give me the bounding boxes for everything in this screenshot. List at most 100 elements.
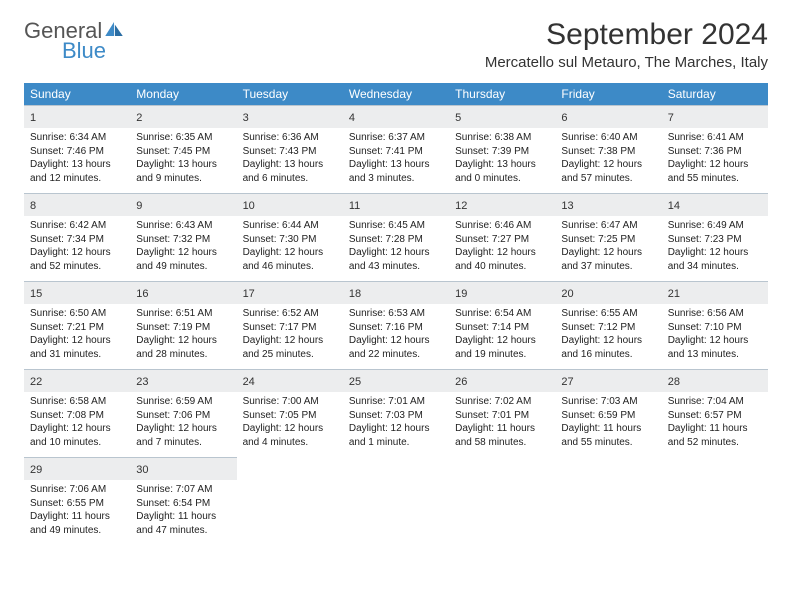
sunrise-line: Sunrise: 6:58 AM [30,395,124,409]
daylight-line: Daylight: 12 hours and 25 minutes. [243,334,337,361]
daylight-line: Daylight: 11 hours and 58 minutes. [455,422,549,449]
sunset-line: Sunset: 7:12 PM [561,321,655,335]
day-cell: 30Sunrise: 7:07 AMSunset: 6:54 PMDayligh… [130,457,236,545]
day-cell: 27Sunrise: 7:03 AMSunset: 6:59 PMDayligh… [555,369,661,457]
day-cell [662,457,768,545]
day-number-bar: 30 [130,457,236,480]
daylight-line: Daylight: 13 hours and 0 minutes. [455,158,549,185]
day-number-bar: 23 [130,369,236,392]
daylight-line: Daylight: 12 hours and 7 minutes. [136,422,230,449]
day-number-bar: 27 [555,369,661,392]
sunrise-line: Sunrise: 6:53 AM [349,307,443,321]
weekday-header: Tuesday [237,83,343,105]
weekday-header: Wednesday [343,83,449,105]
day-number: 29 [30,464,42,476]
sunrise-line: Sunrise: 6:56 AM [668,307,762,321]
day-number: 13 [561,200,573,212]
sunset-line: Sunset: 7:19 PM [136,321,230,335]
daylight-line: Daylight: 12 hours and 22 minutes. [349,334,443,361]
sunrise-line: Sunrise: 7:04 AM [668,395,762,409]
day-number: 12 [455,200,467,212]
sunset-line: Sunset: 7:23 PM [668,233,762,247]
day-number-bar: 2 [130,105,236,128]
sunrise-line: Sunrise: 7:06 AM [30,483,124,497]
day-number-bar: 16 [130,281,236,304]
week-row: 22Sunrise: 6:58 AMSunset: 7:08 PMDayligh… [24,369,768,457]
sunrise-line: Sunrise: 6:50 AM [30,307,124,321]
daylight-line: Daylight: 13 hours and 3 minutes. [349,158,443,185]
day-cell: 18Sunrise: 6:53 AMSunset: 7:16 PMDayligh… [343,281,449,369]
sunrise-line: Sunrise: 6:42 AM [30,219,124,233]
day-number-bar: 5 [449,105,555,128]
day-number: 9 [136,200,142,212]
sunset-line: Sunset: 7:36 PM [668,145,762,159]
day-cell: 13Sunrise: 6:47 AMSunset: 7:25 PMDayligh… [555,193,661,281]
day-cell: 4Sunrise: 6:37 AMSunset: 7:41 PMDaylight… [343,105,449,193]
day-cell: 25Sunrise: 7:01 AMSunset: 7:03 PMDayligh… [343,369,449,457]
day-cell: 26Sunrise: 7:02 AMSunset: 7:01 PMDayligh… [449,369,555,457]
sunset-line: Sunset: 7:38 PM [561,145,655,159]
sunset-line: Sunset: 7:16 PM [349,321,443,335]
weeks-container: 1Sunrise: 6:34 AMSunset: 7:46 PMDaylight… [24,105,768,545]
day-cell: 5Sunrise: 6:38 AMSunset: 7:39 PMDaylight… [449,105,555,193]
weekday-header: Monday [130,83,236,105]
sunrise-line: Sunrise: 6:34 AM [30,131,124,145]
daylight-line: Daylight: 12 hours and 19 minutes. [455,334,549,361]
sunset-line: Sunset: 7:14 PM [455,321,549,335]
day-cell: 15Sunrise: 6:50 AMSunset: 7:21 PMDayligh… [24,281,130,369]
sunrise-line: Sunrise: 7:07 AM [136,483,230,497]
day-number: 23 [136,376,148,388]
logo: General Blue [24,18,123,70]
day-cell [237,457,343,545]
day-number: 19 [455,288,467,300]
weekday-header: Saturday [662,83,768,105]
daylight-line: Daylight: 12 hours and 57 minutes. [561,158,655,185]
daylight-line: Daylight: 13 hours and 12 minutes. [30,158,124,185]
day-cell: 10Sunrise: 6:44 AMSunset: 7:30 PMDayligh… [237,193,343,281]
sunset-line: Sunset: 7:01 PM [455,409,549,423]
day-number-bar: 11 [343,193,449,216]
title-block: September 2024 Mercatello sul Metauro, T… [485,18,768,71]
daylight-line: Daylight: 13 hours and 6 minutes. [243,158,337,185]
daylight-line: Daylight: 12 hours and 16 minutes. [561,334,655,361]
day-number-bar: 19 [449,281,555,304]
day-cell: 7Sunrise: 6:41 AMSunset: 7:36 PMDaylight… [662,105,768,193]
daylight-line: Daylight: 12 hours and 43 minutes. [349,246,443,273]
day-cell [343,457,449,545]
day-cell: 17Sunrise: 6:52 AMSunset: 7:17 PMDayligh… [237,281,343,369]
sunrise-line: Sunrise: 6:40 AM [561,131,655,145]
sunset-line: Sunset: 7:39 PM [455,145,549,159]
sunrise-line: Sunrise: 6:49 AM [668,219,762,233]
sunset-line: Sunset: 7:28 PM [349,233,443,247]
sunrise-line: Sunrise: 6:51 AM [136,307,230,321]
daylight-line: Daylight: 11 hours and 52 minutes. [668,422,762,449]
day-number-bar: 12 [449,193,555,216]
day-number: 21 [668,288,680,300]
sunrise-line: Sunrise: 6:54 AM [455,307,549,321]
sunrise-line: Sunrise: 6:44 AM [243,219,337,233]
day-cell: 23Sunrise: 6:59 AMSunset: 7:06 PMDayligh… [130,369,236,457]
day-number-bar: 6 [555,105,661,128]
sunrise-line: Sunrise: 6:35 AM [136,131,230,145]
day-number: 11 [349,200,360,212]
sunset-line: Sunset: 6:55 PM [30,497,124,511]
daylight-line: Daylight: 12 hours and 31 minutes. [30,334,124,361]
sunset-line: Sunset: 7:30 PM [243,233,337,247]
day-number: 1 [30,112,36,124]
sunset-line: Sunset: 7:21 PM [30,321,124,335]
calendar: SundayMondayTuesdayWednesdayThursdayFrid… [24,83,768,545]
sunset-line: Sunset: 7:05 PM [243,409,337,423]
sunrise-line: Sunrise: 6:52 AM [243,307,337,321]
day-number: 4 [349,112,355,124]
daylight-line: Daylight: 12 hours and 52 minutes. [30,246,124,273]
sunset-line: Sunset: 7:25 PM [561,233,655,247]
sunrise-line: Sunrise: 6:47 AM [561,219,655,233]
sunset-line: Sunset: 7:43 PM [243,145,337,159]
day-number-bar: 1 [24,105,130,128]
day-number-bar: 17 [237,281,343,304]
weekday-header: Thursday [449,83,555,105]
day-number-bar: 10 [237,193,343,216]
daylight-line: Daylight: 12 hours and 34 minutes. [668,246,762,273]
sunset-line: Sunset: 7:10 PM [668,321,762,335]
daylight-line: Daylight: 12 hours and 1 minute. [349,422,443,449]
